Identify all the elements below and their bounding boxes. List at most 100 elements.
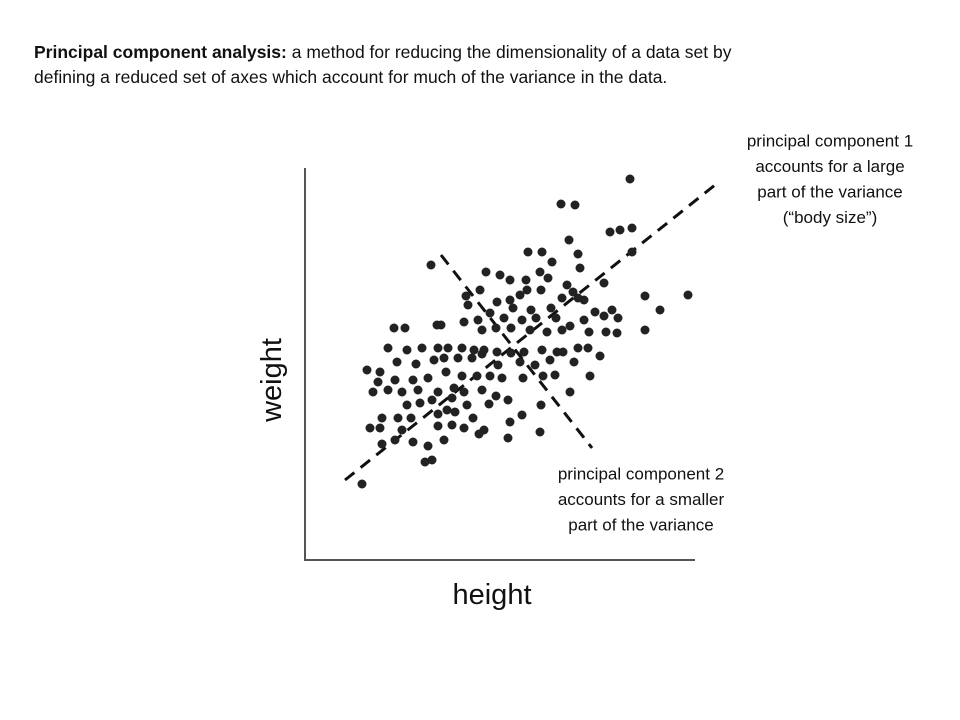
point bbox=[485, 308, 495, 318]
point bbox=[375, 423, 385, 433]
point bbox=[627, 247, 637, 257]
point bbox=[519, 347, 529, 357]
point bbox=[477, 349, 487, 359]
axes bbox=[304, 168, 695, 561]
point bbox=[564, 235, 574, 245]
point bbox=[612, 328, 622, 338]
point bbox=[426, 260, 436, 270]
point bbox=[472, 371, 482, 381]
point bbox=[433, 343, 443, 353]
point bbox=[531, 313, 541, 323]
point bbox=[556, 199, 566, 209]
point bbox=[377, 413, 387, 423]
point bbox=[493, 360, 503, 370]
point bbox=[515, 290, 525, 300]
point bbox=[397, 387, 407, 397]
point bbox=[459, 387, 469, 397]
point bbox=[535, 267, 545, 277]
point bbox=[469, 345, 479, 355]
point bbox=[547, 257, 557, 267]
point bbox=[615, 225, 625, 235]
point bbox=[558, 347, 568, 357]
point bbox=[599, 311, 609, 321]
point bbox=[551, 313, 561, 323]
point bbox=[601, 327, 611, 337]
point bbox=[492, 347, 502, 357]
point bbox=[413, 385, 423, 395]
point bbox=[584, 327, 594, 337]
point bbox=[477, 385, 487, 395]
y-axis-label: weight bbox=[256, 338, 288, 423]
point bbox=[546, 303, 556, 313]
point bbox=[575, 263, 585, 273]
point bbox=[365, 423, 375, 433]
point bbox=[573, 343, 583, 353]
point bbox=[536, 285, 546, 295]
point bbox=[557, 325, 567, 335]
point bbox=[505, 275, 515, 285]
point bbox=[377, 439, 387, 449]
point bbox=[585, 371, 595, 381]
point bbox=[427, 395, 437, 405]
point bbox=[484, 399, 494, 409]
point bbox=[357, 479, 367, 489]
point bbox=[545, 355, 555, 365]
point bbox=[459, 317, 469, 327]
point bbox=[579, 295, 589, 305]
point bbox=[362, 365, 372, 375]
point bbox=[468, 413, 478, 423]
point bbox=[433, 421, 443, 431]
point bbox=[538, 371, 548, 381]
point bbox=[505, 417, 515, 427]
point bbox=[392, 357, 402, 367]
point bbox=[375, 367, 385, 377]
point bbox=[517, 410, 527, 420]
point bbox=[389, 323, 399, 333]
annotation-line: principal component 2 bbox=[558, 464, 724, 483]
point bbox=[537, 247, 547, 257]
point bbox=[640, 325, 650, 335]
point bbox=[492, 297, 502, 307]
point bbox=[543, 273, 553, 283]
point bbox=[627, 223, 637, 233]
point bbox=[562, 280, 572, 290]
point bbox=[497, 373, 507, 383]
point bbox=[433, 409, 443, 419]
point bbox=[499, 313, 509, 323]
point bbox=[683, 290, 693, 300]
point bbox=[411, 359, 421, 369]
point bbox=[599, 278, 609, 288]
point bbox=[583, 343, 593, 353]
point bbox=[607, 305, 617, 315]
point bbox=[573, 249, 583, 259]
point bbox=[368, 387, 378, 397]
point bbox=[535, 427, 545, 437]
point bbox=[655, 305, 665, 315]
heading-line: defining a reduced set of axes which acc… bbox=[34, 67, 668, 87]
annotation-line: accounts for a smaller bbox=[558, 490, 725, 509]
point bbox=[526, 305, 536, 315]
point bbox=[537, 345, 547, 355]
point bbox=[397, 425, 407, 435]
point bbox=[590, 307, 600, 317]
annotation-line: principal component 1 bbox=[747, 131, 913, 150]
point bbox=[423, 441, 433, 451]
point bbox=[408, 375, 418, 385]
point bbox=[506, 348, 516, 358]
point bbox=[508, 303, 518, 313]
point bbox=[525, 325, 535, 335]
point bbox=[453, 353, 463, 363]
point bbox=[429, 355, 439, 365]
point bbox=[568, 287, 578, 297]
point bbox=[640, 291, 650, 301]
point bbox=[402, 400, 412, 410]
point bbox=[457, 371, 467, 381]
point bbox=[491, 323, 501, 333]
point bbox=[518, 373, 528, 383]
point bbox=[570, 200, 580, 210]
point bbox=[473, 315, 483, 325]
point bbox=[569, 357, 579, 367]
point bbox=[390, 375, 400, 385]
point bbox=[613, 313, 623, 323]
